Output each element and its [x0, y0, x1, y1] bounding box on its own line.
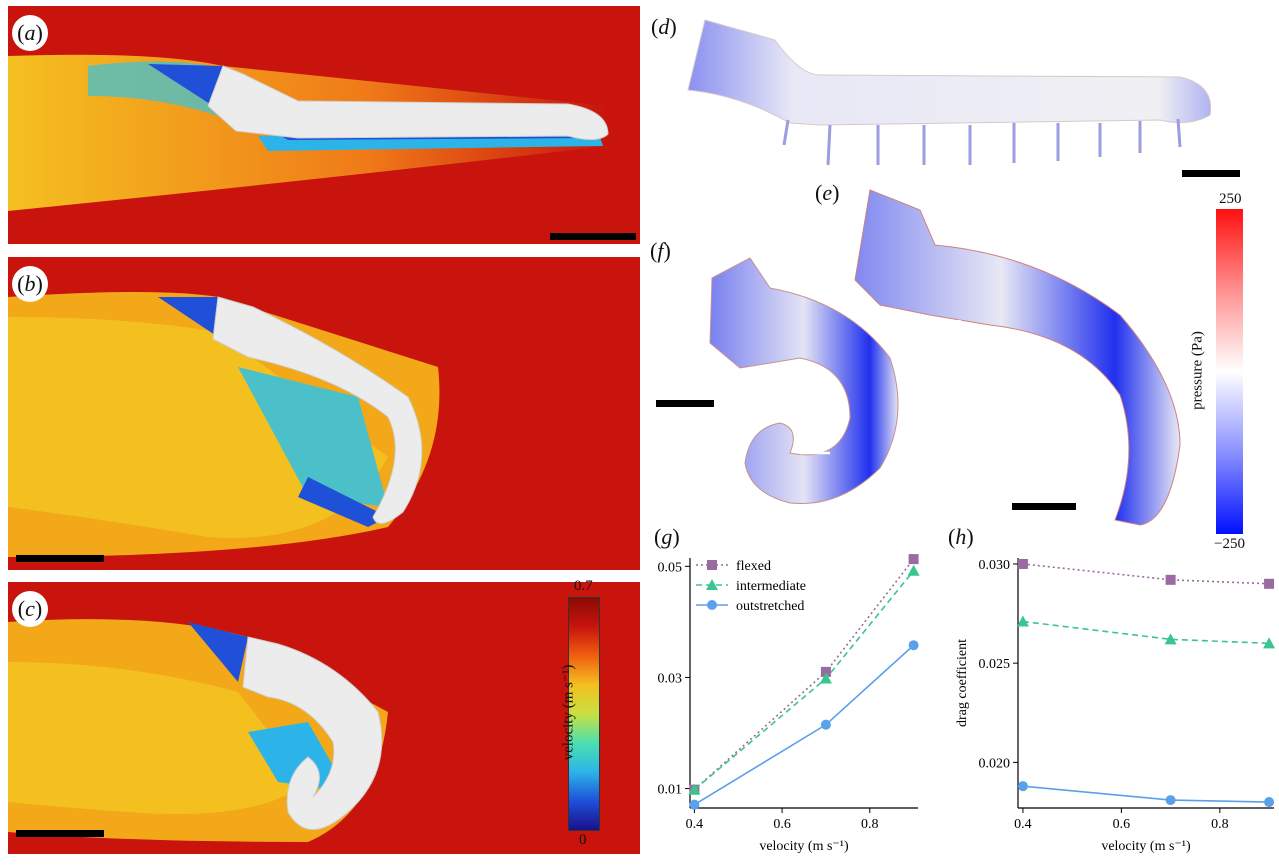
chart-h: 0.4 0.6 0.8 0.020 0.025 0.030 velocity (m s⁻¹)…: [950, 550, 1279, 860]
point-intermediate: [819, 672, 832, 684]
point-outstretched: [1264, 797, 1275, 808]
flow-panel-a: (a): [8, 6, 640, 244]
scale-bar-f: [656, 400, 714, 407]
scale-bar-c: [16, 830, 104, 837]
flow-field-c: [8, 619, 388, 842]
flow-field-a: [8, 54, 609, 211]
series-line-flexed: [1022, 563, 1270, 585]
point-outstretched: [1165, 795, 1176, 806]
pressure-colorbar-max: 250: [1219, 191, 1242, 207]
panel-label-e: (e): [815, 180, 840, 205]
pressure-panel-e: [840, 185, 1210, 530]
point-flexed: [1165, 574, 1176, 585]
point-outstretched: [1017, 781, 1028, 792]
y-axis-label: drag coefficient: [955, 639, 970, 727]
pressure-body-d: [687, 19, 1212, 166]
point-flexed: [908, 554, 919, 565]
pressure-body-e: [854, 189, 1181, 526]
pressure-colorbar-title: pressure (Pa): [1189, 331, 1206, 410]
legend-marker-flexed: [707, 560, 717, 570]
series-line-outstretched: [1022, 785, 1270, 803]
pressure-body-f: [709, 257, 899, 505]
point-flexed: [1264, 578, 1275, 589]
y-tick-label: 0.030: [979, 558, 1011, 573]
flow-panel-b: (b): [8, 257, 640, 570]
scale-bar-d: [1182, 170, 1240, 177]
x-tick-label: 0.8: [861, 817, 879, 832]
scale-bar-a: [550, 233, 636, 240]
panel-label-b: (b): [12, 266, 48, 302]
panel-label-d: (d): [651, 14, 677, 39]
point-flexed: [1017, 558, 1028, 569]
pressure-panel-f: [690, 248, 920, 513]
legend-label-intermediate: intermediate: [736, 579, 806, 594]
scale-bar-e: [1012, 503, 1076, 510]
series-line-intermediate: [1022, 620, 1270, 645]
point-outstretched: [689, 799, 700, 810]
legend-label-outstretched: outstretched: [736, 599, 804, 614]
point-intermediate: [1164, 633, 1177, 645]
point-outstretched: [908, 640, 919, 651]
y-tick-label: 0.03: [658, 671, 683, 686]
y-tick-label: 0.020: [979, 756, 1011, 771]
panel-label-c: (c): [12, 591, 48, 627]
point-flexed: [820, 666, 831, 677]
x-tick-label: 0.4: [1014, 817, 1032, 832]
panel-label-h: (h): [948, 524, 974, 549]
x-tick-label: 0.4: [686, 817, 704, 832]
point-intermediate: [688, 783, 701, 795]
x-tick-label: 0.6: [773, 817, 791, 832]
point-outstretched: [820, 719, 831, 730]
x-tick-label: 0.8: [1211, 817, 1229, 832]
scale-bar-b: [16, 555, 104, 562]
pressure-panel-d: [680, 15, 1250, 185]
legend-label-flexed: flexed: [736, 559, 771, 574]
flow-field-b: [8, 292, 440, 557]
velocity-colorbar-title: velocity (m s⁻¹): [560, 664, 577, 761]
velocity-colorbar-min: 0: [579, 832, 587, 848]
point-intermediate: [1016, 615, 1029, 627]
panel-label-g: (g): [654, 524, 680, 549]
point-intermediate: [907, 564, 920, 576]
velocity-colorbar: [568, 597, 600, 831]
velocity-colorbar-max: 0.7: [574, 578, 593, 594]
panel-label-a: (a): [12, 15, 48, 51]
series-line-outstretched: [693, 644, 915, 806]
drag-coefficient-chart: 0.4 0.6 0.8 0.020 0.025 0.030 velocity (m s⁻¹)…: [955, 558, 1276, 854]
legend-marker-outstretched: [707, 600, 717, 610]
x-tick-label: 0.6: [1113, 817, 1131, 832]
legend-marker-intermediate: [706, 579, 718, 590]
x-axis-label: velocity (m s⁻¹): [759, 839, 849, 854]
y-tick-label: 0.01: [658, 783, 683, 798]
point-intermediate: [1263, 637, 1276, 649]
pressure-colorbar: [1216, 209, 1243, 534]
flow-panel-c: (c): [8, 582, 640, 854]
x-axis-label: velocity (m s⁻¹): [1101, 839, 1191, 854]
y-tick-label: 0.025: [979, 657, 1011, 672]
pressure-colorbar-min: −250: [1214, 536, 1245, 552]
panel-label-f: (f): [650, 238, 671, 263]
y-tick-label: 0.05: [658, 560, 683, 575]
